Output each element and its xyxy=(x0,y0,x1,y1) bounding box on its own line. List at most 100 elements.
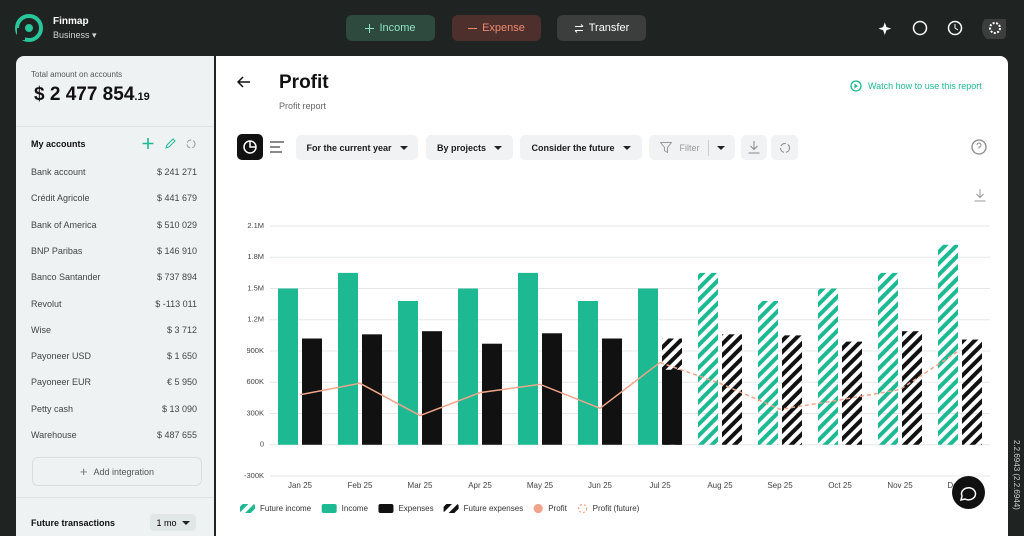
period-filter[interactable]: For the current year xyxy=(296,135,418,160)
account-amount: $ 737 894 xyxy=(156,272,197,283)
transfer-button[interactable]: Transfer xyxy=(557,15,646,41)
line xyxy=(659,349,961,411)
accounts-title: My accounts xyxy=(31,139,86,149)
download-icon xyxy=(748,141,760,154)
expense-button[interactable]: Expense xyxy=(452,15,541,41)
account-row[interactable]: Bank account $ 241 271 xyxy=(16,167,214,181)
bar xyxy=(422,331,442,445)
legend-label[interactable]: Future income xyxy=(260,504,312,513)
divider xyxy=(16,126,214,127)
account-amount: $ -113 011 xyxy=(155,298,197,309)
ai-icon[interactable] xyxy=(878,22,892,35)
account-name: Banco Santander xyxy=(31,272,101,283)
chart-view-button[interactable] xyxy=(237,134,263,160)
account-row[interactable]: Wise $ 3 712 xyxy=(16,325,214,339)
plus-icon xyxy=(365,23,375,33)
legend-label[interactable]: Profit (future) xyxy=(593,504,640,513)
bar xyxy=(602,338,622,445)
filter-button[interactable]: Filter xyxy=(649,135,735,160)
account-amount: $ 3 712 xyxy=(166,324,197,335)
account-name: BNP Paribas xyxy=(31,245,83,256)
x-tick-label: Nov 25 xyxy=(887,481,913,490)
future-filter[interactable]: Consider the future xyxy=(520,135,642,160)
header-icons xyxy=(878,19,1006,39)
total-amount: $ 2 477 854.19 xyxy=(34,84,150,106)
account-name: Payoneer EUR xyxy=(31,377,92,388)
workspace-name: Business xyxy=(53,30,90,40)
download-button[interactable] xyxy=(741,135,767,160)
account-row[interactable]: Bank of America $ 510 029 xyxy=(16,220,214,234)
x-tick-label: Jan 25 xyxy=(288,481,313,490)
x-tick-label: Sep 25 xyxy=(767,481,793,490)
legend-swatch xyxy=(378,504,394,513)
chat-button[interactable] xyxy=(952,476,985,509)
pie-icon xyxy=(243,140,257,154)
account-name: Petty cash xyxy=(31,403,74,414)
income-button[interactable]: Income xyxy=(346,15,435,41)
account-row[interactable]: Payoneer EUR € 5 950 xyxy=(16,377,214,391)
account-row[interactable]: BNP Paribas $ 146 910 xyxy=(16,246,214,260)
account-name: Crédit Agricole xyxy=(31,193,90,204)
account-amount: $ 241 271 xyxy=(156,167,197,177)
help-button[interactable] xyxy=(970,138,988,156)
filter-label: By projects xyxy=(436,142,487,153)
back-arrow[interactable] xyxy=(237,76,251,88)
bar xyxy=(938,244,958,445)
group-filter[interactable]: By projects xyxy=(426,135,513,160)
x-tick-label: Jul 25 xyxy=(649,481,671,490)
help-link[interactable]: Watch how to use this report xyxy=(850,80,982,92)
logo[interactable] xyxy=(14,13,44,43)
settings-button[interactable] xyxy=(982,19,1006,39)
bar xyxy=(698,272,718,445)
y-tick-label: 1.5M xyxy=(247,283,264,292)
filter-label: Filter xyxy=(679,142,700,153)
account-row[interactable]: Warehouse $ 487 655 xyxy=(16,430,214,444)
bar xyxy=(458,288,478,445)
workspace[interactable]: Business ▾ xyxy=(53,30,97,40)
bar xyxy=(902,331,922,445)
account-amount: $ 441 679 xyxy=(156,193,197,204)
account-amount: $ 146 910 xyxy=(156,245,197,256)
bar xyxy=(878,272,898,445)
sync-accounts[interactable] xyxy=(186,139,196,149)
period-select[interactable]: 1 mo xyxy=(150,514,196,531)
account-row[interactable]: Payoneer USD $ 1 650 xyxy=(16,351,214,365)
account-amount: $ 510 029 xyxy=(156,219,197,230)
y-tick-label: -300K xyxy=(244,471,264,480)
account-row[interactable]: Crédit Agricole $ 441 679 xyxy=(16,193,214,207)
legend-label[interactable]: Expenses xyxy=(398,504,433,513)
account-row[interactable]: Banco Santander $ 737 894 xyxy=(16,272,214,286)
bar xyxy=(578,301,598,445)
legend-swatch xyxy=(533,503,543,514)
bar xyxy=(398,301,418,445)
legend-swatch xyxy=(443,504,459,513)
minus-icon xyxy=(468,27,478,29)
bar xyxy=(818,288,838,445)
chart-download[interactable] xyxy=(974,189,986,202)
future-title: Future transactions xyxy=(31,518,116,528)
help-icon[interactable] xyxy=(912,20,928,36)
bar xyxy=(302,338,322,445)
account-tools xyxy=(142,138,196,149)
account-name: Revolut xyxy=(31,298,62,309)
edit-accounts[interactable] xyxy=(165,138,176,149)
brand: Finmap xyxy=(53,16,89,27)
y-tick-label: 600K xyxy=(246,377,264,386)
bar xyxy=(518,272,538,445)
bar xyxy=(638,288,658,445)
legend-label[interactable]: Profit xyxy=(548,504,567,513)
legend-swatch xyxy=(321,504,337,513)
account-name: Bank account xyxy=(31,167,86,177)
y-tick-label: 1.8M xyxy=(247,252,264,261)
refresh-icon xyxy=(779,142,790,153)
history-icon[interactable] xyxy=(947,20,963,36)
legend-label[interactable]: Income xyxy=(342,504,369,513)
currency: $ xyxy=(34,84,45,105)
legend-label[interactable]: Future expenses xyxy=(464,504,524,513)
account-row[interactable]: Petty cash $ 13 090 xyxy=(16,404,214,418)
add-integration[interactable]: + Add integration xyxy=(32,457,202,486)
refresh-button[interactable] xyxy=(771,135,798,160)
account-row[interactable]: Revolut $ -113 011 xyxy=(16,299,214,313)
table-view-button[interactable] xyxy=(264,134,290,160)
add-account[interactable] xyxy=(142,138,154,149)
